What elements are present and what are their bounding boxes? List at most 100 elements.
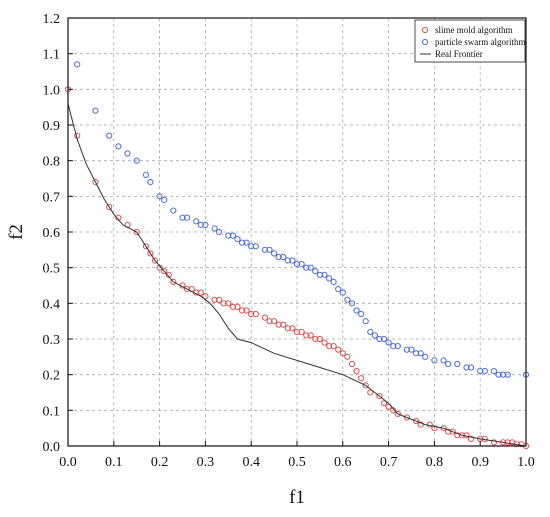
data-point bbox=[284, 325, 291, 332]
data-point bbox=[312, 268, 319, 275]
data-point bbox=[106, 132, 113, 139]
data-point bbox=[184, 286, 191, 293]
data-point bbox=[298, 261, 305, 268]
data-point bbox=[477, 368, 484, 375]
data-point bbox=[289, 325, 296, 332]
x-tick-label: 0.3 bbox=[197, 455, 215, 470]
legend-marker-swatch bbox=[421, 26, 429, 34]
data-point bbox=[275, 253, 282, 261]
data-point bbox=[358, 375, 365, 382]
data-point bbox=[106, 203, 113, 211]
data-point bbox=[403, 346, 410, 353]
data-point bbox=[234, 303, 241, 310]
data-point bbox=[147, 179, 154, 186]
legend-box bbox=[414, 19, 526, 63]
data-point bbox=[326, 275, 333, 282]
data-point bbox=[403, 414, 410, 421]
x-tick-label: 0.8 bbox=[426, 455, 444, 470]
data-point bbox=[376, 393, 383, 400]
data-point bbox=[307, 332, 314, 339]
data-point bbox=[220, 300, 227, 307]
data-point bbox=[266, 318, 273, 325]
data-point bbox=[303, 264, 310, 271]
y-tick-label: 0.3 bbox=[43, 333, 61, 348]
data-point bbox=[394, 343, 401, 350]
data-point bbox=[449, 428, 456, 435]
data-point bbox=[445, 360, 452, 368]
data-point bbox=[316, 271, 323, 278]
data-point bbox=[234, 236, 241, 243]
data-point bbox=[431, 357, 438, 364]
x-tick-label: 0.1 bbox=[105, 455, 123, 470]
data-point bbox=[202, 221, 209, 228]
data-point bbox=[367, 328, 374, 335]
data-point bbox=[500, 371, 507, 378]
data-point bbox=[390, 407, 397, 414]
y-tick-label: 0.7 bbox=[43, 190, 61, 205]
data-point bbox=[335, 346, 342, 353]
data-point bbox=[179, 214, 186, 221]
data-point bbox=[238, 239, 246, 246]
grid bbox=[68, 18, 526, 446]
series-real-frontier bbox=[67, 103, 527, 447]
legend-label: slime mold algorithm bbox=[435, 25, 513, 35]
data-point bbox=[490, 368, 497, 375]
data-point bbox=[161, 196, 168, 203]
data-point bbox=[467, 435, 475, 442]
data-point bbox=[225, 300, 232, 307]
data-point bbox=[394, 410, 401, 417]
data-point bbox=[216, 296, 223, 303]
data-point bbox=[353, 368, 360, 375]
data-point bbox=[170, 207, 177, 214]
data-point bbox=[303, 332, 310, 339]
data-point bbox=[243, 307, 250, 314]
y-tick-label: 1.1 bbox=[43, 48, 61, 63]
x-tick-label: 0.5 bbox=[288, 455, 306, 470]
data-point bbox=[307, 264, 314, 271]
data-point bbox=[335, 286, 342, 293]
data-point bbox=[211, 296, 218, 303]
data-point bbox=[358, 310, 365, 318]
data-point bbox=[197, 289, 204, 296]
y-tick-label: 0.9 bbox=[43, 119, 61, 134]
data-point bbox=[467, 364, 475, 371]
data-point bbox=[380, 335, 388, 343]
data-point bbox=[413, 417, 420, 425]
x-tick-label: 0.4 bbox=[242, 455, 260, 470]
data-point bbox=[385, 339, 392, 346]
data-point bbox=[261, 246, 268, 253]
data-point bbox=[266, 246, 273, 253]
data-point bbox=[353, 307, 360, 314]
data-point bbox=[417, 421, 424, 428]
data-point bbox=[165, 271, 172, 278]
data-point bbox=[330, 343, 337, 350]
data-point bbox=[321, 271, 328, 278]
data-point bbox=[284, 257, 291, 264]
legend-item: slime mold algorithm bbox=[421, 25, 513, 35]
data-point bbox=[376, 335, 383, 343]
data-point bbox=[133, 228, 140, 236]
y-tick-label: 0.6 bbox=[43, 226, 61, 241]
data-point bbox=[417, 350, 424, 357]
y-tick-label: 0.5 bbox=[43, 262, 61, 277]
data-point bbox=[197, 221, 204, 228]
data-point bbox=[371, 332, 378, 339]
x-tick-label: 0.9 bbox=[471, 455, 489, 470]
y-tick-label: 1.0 bbox=[43, 83, 61, 98]
x-tick-label: 0.2 bbox=[151, 455, 169, 470]
y-axis-title: f2 bbox=[6, 224, 27, 240]
x-axis-title: f1 bbox=[289, 487, 305, 508]
data-point bbox=[124, 150, 131, 157]
y-tick-label: 0.8 bbox=[43, 155, 61, 170]
data-point bbox=[339, 289, 346, 296]
data-point bbox=[133, 157, 140, 164]
data-point bbox=[426, 421, 433, 428]
legend-label: Real Frontier bbox=[435, 49, 483, 59]
data-point bbox=[147, 250, 154, 257]
data-point bbox=[422, 353, 429, 360]
legend: slime mold algorithm particle swarm algor… bbox=[414, 19, 526, 63]
data-point bbox=[362, 318, 369, 325]
data-point bbox=[490, 439, 497, 446]
data-point bbox=[445, 428, 452, 435]
